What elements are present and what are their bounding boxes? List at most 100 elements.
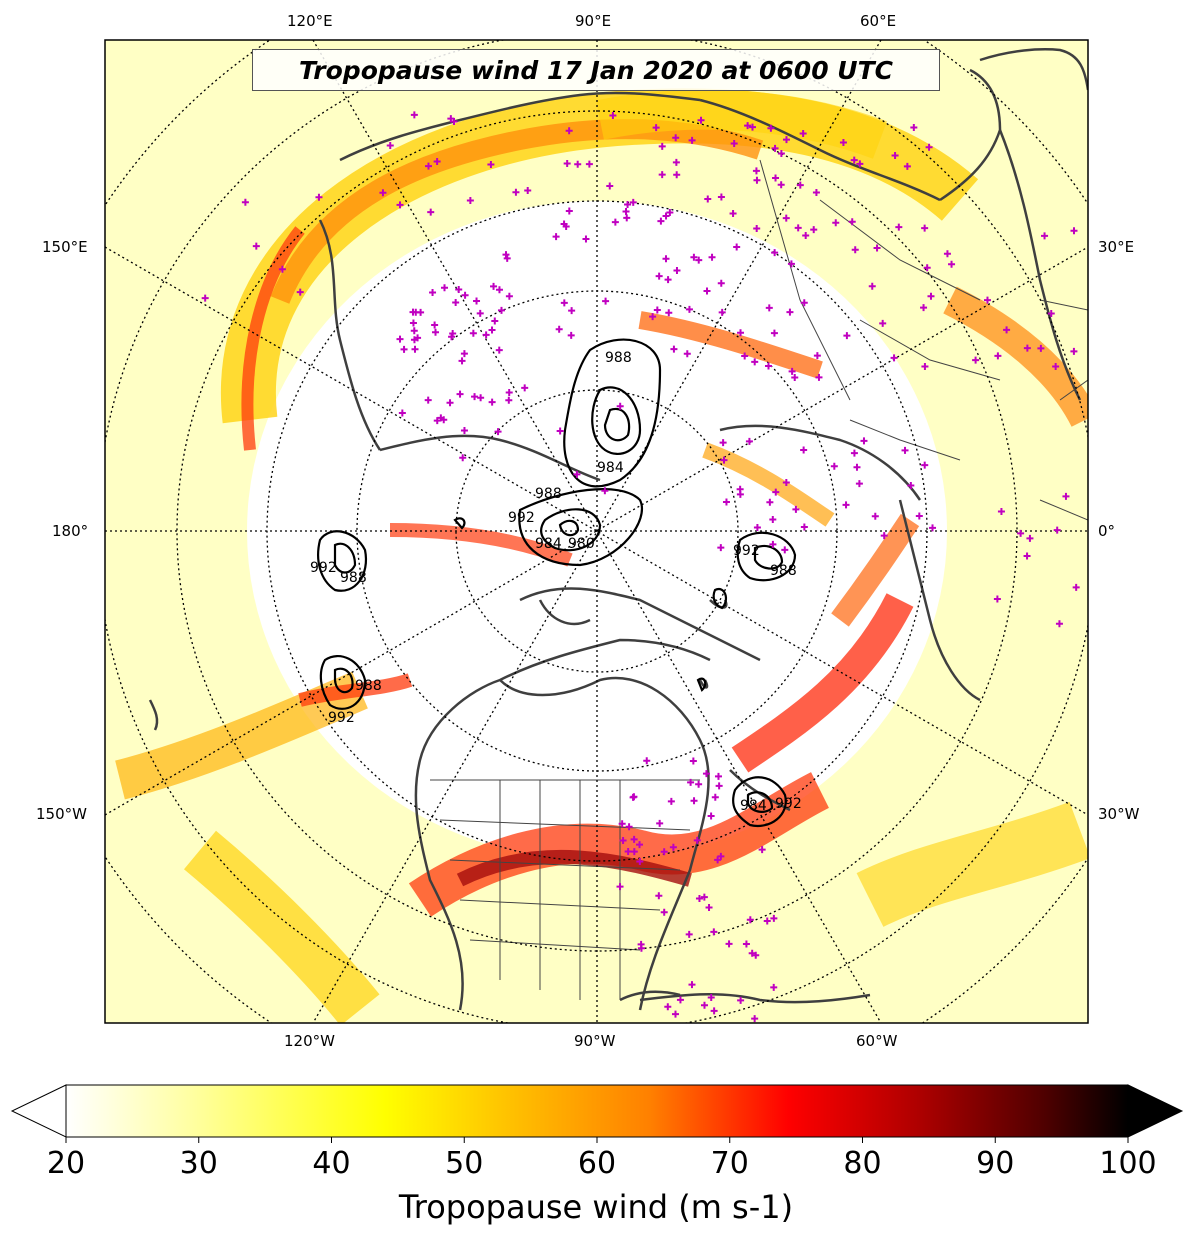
station-marker <box>637 940 645 948</box>
station-marker <box>396 201 404 209</box>
contour-label: 988 <box>355 678 382 694</box>
station-marker <box>563 159 571 167</box>
station-marker <box>466 197 474 205</box>
station-marker <box>476 309 484 317</box>
station-marker <box>315 193 323 201</box>
station-marker <box>460 350 468 358</box>
station-marker <box>733 243 741 251</box>
colorbar-tick-label: 50 <box>445 1146 484 1181</box>
station-marker <box>753 524 761 532</box>
station-marker <box>972 356 980 364</box>
station-marker <box>766 498 774 506</box>
station-marker <box>730 139 738 147</box>
station-marker <box>1052 362 1060 370</box>
station-marker <box>636 841 644 849</box>
station-marker <box>786 308 794 316</box>
lon-label-left: 150°E <box>42 238 88 256</box>
station-marker <box>927 292 935 300</box>
colorbar-tick-label: 90 <box>976 1146 1015 1181</box>
station-marker <box>412 308 420 316</box>
station-marker <box>618 820 626 828</box>
station-marker <box>746 916 754 924</box>
station-marker <box>788 367 796 375</box>
lon-label-top: 120°E <box>287 12 333 30</box>
station-marker <box>708 253 716 261</box>
station-marker <box>915 512 923 520</box>
station-marker <box>524 187 532 195</box>
station-marker <box>948 260 956 268</box>
station-marker <box>505 292 513 300</box>
station-marker <box>433 417 441 425</box>
colorbar-tick-label: 100 <box>1099 1146 1157 1181</box>
contour-label: 992 <box>733 543 760 559</box>
station-marker <box>763 917 771 925</box>
station-marker <box>521 384 529 392</box>
station-marker <box>455 285 463 293</box>
station-marker <box>929 524 937 532</box>
station-marker <box>672 134 680 142</box>
station-marker <box>482 331 490 339</box>
station-marker <box>660 908 668 916</box>
station-marker <box>800 523 808 531</box>
station-marker <box>505 396 513 404</box>
station-marker <box>717 852 725 860</box>
station-marker <box>880 532 888 540</box>
station-marker <box>427 208 435 216</box>
station-marker <box>252 242 260 250</box>
lon-label-top: 60°E <box>860 12 897 30</box>
station-marker <box>688 136 696 144</box>
station-markers <box>201 111 1080 1023</box>
station-marker <box>770 983 778 991</box>
station-marker <box>491 317 499 325</box>
colorbar-tick-label: 60 <box>577 1146 617 1181</box>
station-marker <box>630 848 638 856</box>
station-marker <box>409 319 417 327</box>
station-marker <box>695 256 703 264</box>
station-marker <box>652 124 660 132</box>
station-marker <box>490 282 498 290</box>
lon-label-left: 150°W <box>36 805 87 823</box>
station-marker <box>567 331 575 339</box>
pressure-contours <box>317 338 797 828</box>
station-marker <box>611 218 619 226</box>
station-marker <box>690 253 698 261</box>
title-box: Tropopause wind 17 Jan 2020 at 0600 UTC <box>252 49 940 91</box>
colorbar <box>10 1084 1184 1143</box>
station-marker <box>460 426 468 434</box>
station-marker <box>714 772 722 780</box>
station-marker <box>497 306 505 314</box>
station-marker <box>625 823 633 831</box>
station-marker <box>873 244 881 252</box>
station-marker <box>921 362 929 370</box>
map-area: 988 984 988 992 984 980 992 988 992 988 … <box>105 40 1088 1023</box>
colorbar-tick-label: 80 <box>843 1146 882 1181</box>
station-marker <box>830 462 838 470</box>
station-marker <box>907 482 915 490</box>
station-marker <box>855 480 863 488</box>
station-marker <box>710 928 718 936</box>
station-marker <box>449 329 457 337</box>
station-marker <box>689 757 697 765</box>
map-frame <box>104 39 1089 1024</box>
station-marker <box>461 291 469 299</box>
station-marker <box>685 305 693 313</box>
station-marker <box>769 540 777 548</box>
station-marker <box>495 286 503 294</box>
station-marker <box>748 123 756 131</box>
station-marker <box>296 288 304 296</box>
station-marker <box>1055 620 1063 628</box>
station-marker <box>1037 344 1045 352</box>
station-marker <box>676 996 684 1004</box>
station-marker <box>495 346 503 354</box>
station-marker <box>656 819 664 827</box>
colorbar-label: Tropopause wind (m s-1) <box>398 1188 794 1226</box>
station-marker <box>386 142 394 150</box>
station-marker <box>799 130 807 138</box>
station-marker <box>505 388 513 396</box>
station-marker <box>744 122 752 130</box>
station-marker <box>983 296 991 304</box>
station-marker <box>719 439 727 447</box>
station-marker <box>770 329 778 337</box>
station-marker <box>629 793 637 801</box>
contour-label: 992 <box>508 510 535 526</box>
